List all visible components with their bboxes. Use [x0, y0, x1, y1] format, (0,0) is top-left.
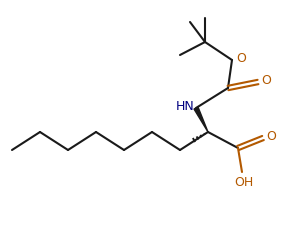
- Polygon shape: [194, 107, 208, 132]
- Text: O: O: [266, 131, 276, 143]
- Text: OH: OH: [234, 176, 254, 188]
- Text: O: O: [236, 52, 246, 66]
- Text: O: O: [261, 75, 271, 88]
- Text: HN: HN: [176, 100, 194, 112]
